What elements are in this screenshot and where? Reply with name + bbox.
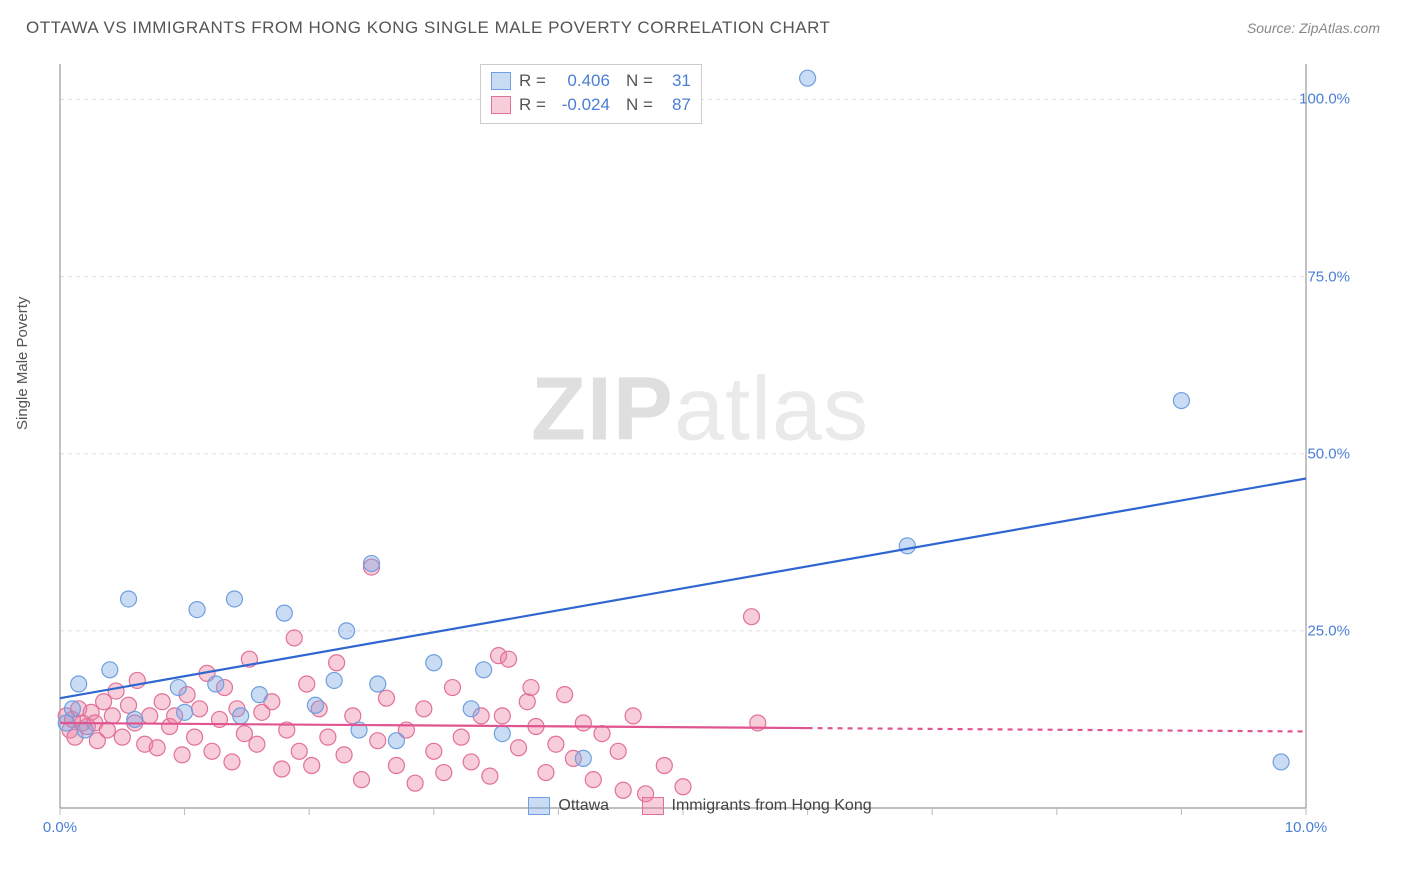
- y-tick-label: 100.0%: [1299, 91, 1350, 108]
- n-label: N =: [626, 93, 653, 117]
- r-label: R =: [519, 93, 546, 117]
- legend-item-ottawa: Ottawa: [528, 797, 609, 815]
- chart-area: ZIPatlas R = 0.406 N = 31 R = -0.024 N =…: [50, 60, 1350, 820]
- scatter-plot: [50, 60, 1350, 820]
- y-axis-label: Single Male Poverty: [14, 297, 31, 430]
- legend-swatch-hongkong: [642, 797, 664, 815]
- x-tick-label: 10.0%: [1285, 819, 1328, 836]
- stats-row-hongkong: R = -0.024 N = 87: [491, 93, 691, 117]
- n-value-hongkong: 87: [661, 93, 691, 117]
- legend-swatch-ottawa: [528, 797, 550, 815]
- n-label: N =: [626, 69, 653, 93]
- y-tick-label: 75.0%: [1307, 268, 1350, 285]
- n-value-ottawa: 31: [661, 69, 691, 93]
- r-label: R =: [519, 69, 546, 93]
- swatch-ottawa: [491, 72, 511, 90]
- r-value-ottawa: 0.406: [554, 69, 610, 93]
- stats-row-ottawa: R = 0.406 N = 31: [491, 69, 691, 93]
- legend-item-hongkong: Immigrants from Hong Kong: [642, 797, 872, 815]
- swatch-hongkong: [491, 96, 511, 114]
- legend-label-hongkong: Immigrants from Hong Kong: [672, 797, 872, 815]
- legend-label-ottawa: Ottawa: [558, 797, 609, 815]
- x-tick-label: 0.0%: [43, 819, 77, 836]
- series-legend: Ottawa Immigrants from Hong Kong: [50, 797, 1350, 820]
- y-tick-label: 25.0%: [1307, 622, 1350, 639]
- chart-title: OTTAWA VS IMMIGRANTS FROM HONG KONG SING…: [26, 18, 830, 38]
- r-value-hongkong: -0.024: [554, 93, 610, 117]
- y-tick-label: 50.0%: [1307, 445, 1350, 462]
- source-attribution: Source: ZipAtlas.com: [1247, 20, 1380, 36]
- correlation-stats-box: R = 0.406 N = 31 R = -0.024 N = 87: [480, 64, 702, 124]
